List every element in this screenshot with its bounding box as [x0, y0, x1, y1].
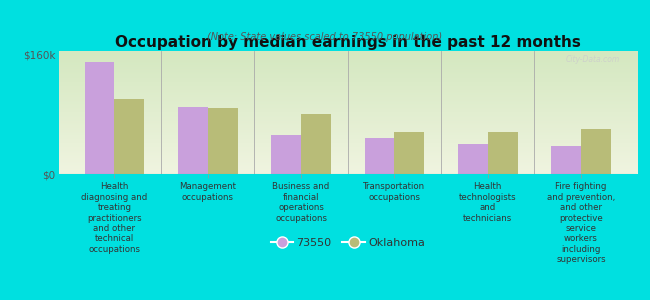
Bar — [114, 100, 144, 174]
Text: City-Data.com: City-Data.com — [566, 55, 619, 64]
Legend: 73550, Oklahoma: 73550, Oklahoma — [266, 233, 429, 252]
Bar — [208, 108, 238, 174]
Title: Occupation by median earnings in the past 12 months: Occupation by median earnings in the pas… — [115, 35, 580, 50]
Bar — [551, 146, 581, 174]
Bar — [301, 114, 331, 174]
Bar — [178, 107, 208, 174]
Bar — [271, 135, 301, 174]
Bar — [365, 138, 395, 174]
Bar — [395, 132, 424, 174]
Bar — [581, 129, 611, 174]
Bar — [84, 62, 114, 174]
Text: (Note: State values scaled to 73550 population): (Note: State values scaled to 73550 popu… — [207, 32, 443, 41]
Bar — [488, 132, 517, 174]
Bar — [458, 144, 488, 174]
